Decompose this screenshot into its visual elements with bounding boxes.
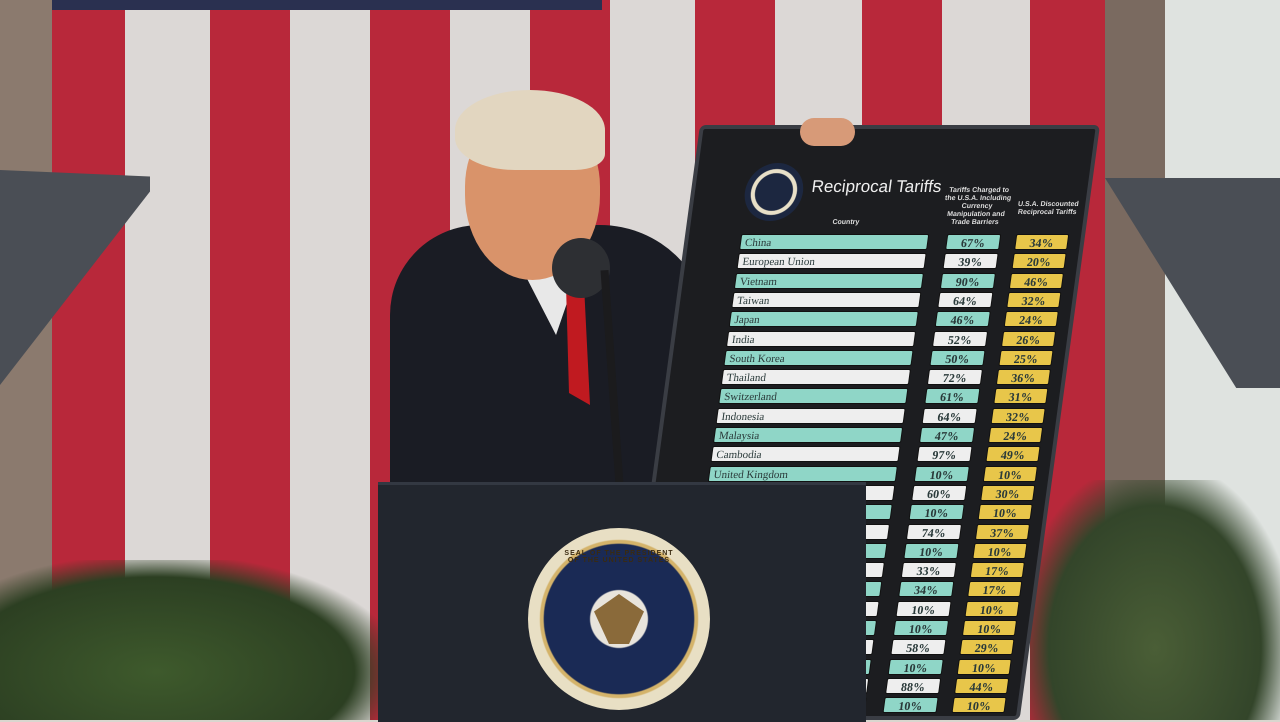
discounted-cell: 32% [1006,291,1062,308]
header-charged: Tariffs Charged to the U.S.A. Including … [944,187,1012,226]
discounted-cell: 10% [961,620,1018,636]
charged-cell: 58% [890,639,947,656]
discounted-cell: 36% [995,369,1051,386]
charged-cell: 34% [898,581,955,598]
lectern: SEAL OF THE PRESIDENT OF THE UNITED STAT… [378,482,866,722]
discounted-cell: 24% [988,427,1044,443]
discounted-cell: 46% [1008,272,1065,289]
discounted-cell: 26% [1001,330,1057,347]
discounted-cell: 44% [954,677,1010,694]
country-cell: European Union [736,253,927,270]
charged-cell: 67% [945,234,1002,250]
charged-cell: 64% [937,291,994,308]
charged-cell: 10% [913,465,970,482]
eagle-icon [594,594,644,644]
discounted-cell: 17% [969,562,1025,579]
speaker-hair [455,90,605,170]
discounted-cell: 29% [959,639,1015,656]
speaker-hand [800,118,855,146]
charged-cell: 10% [887,658,944,675]
country-cell: Malaysia [713,427,904,443]
discounted-cell: 25% [998,349,1054,366]
charged-cell: 50% [929,349,986,366]
charged-cell: 88% [885,677,942,694]
country-cell: Vietnam [733,272,925,289]
charged-cell: 72% [926,369,983,386]
country-cell: Taiwan [731,291,922,308]
discounted-cell: 30% [980,484,1036,501]
board-title: Reciprocal Tariffs [810,177,943,196]
header-discounted: U.S.A. Discounted Reciprocal Tariffs [1017,201,1080,216]
charged-cell: 97% [916,446,973,463]
charged-cell: 10% [895,600,952,617]
country-cell: Thailand [720,369,911,386]
country-cell: India [726,330,917,347]
discounted-cell: 20% [1011,253,1067,270]
discounted-cell: 24% [1003,311,1059,328]
seal-text: SEAL OF THE PRESIDENT OF THE UNITED STAT… [564,550,674,564]
charged-cell: 10% [903,542,960,559]
charged-cell: 46% [934,311,991,328]
charged-cell: 10% [908,504,965,521]
discounted-cell: 17% [967,581,1023,598]
charged-cell: 52% [932,330,989,347]
charged-cell: 10% [892,620,950,636]
country-cell: China [739,234,930,250]
discounted-cell: 34% [1014,234,1070,250]
discounted-cell: 10% [977,504,1033,521]
discounted-cell: 10% [972,542,1028,559]
country-cell: Indonesia [715,407,906,424]
presidential-seal: SEAL OF THE PRESIDENT OF THE UNITED STAT… [528,528,710,710]
charged-cell: 10% [882,697,939,714]
discounted-cell: 10% [956,658,1012,675]
discounted-cell: 32% [990,407,1046,424]
charged-cell: 90% [939,272,997,289]
charged-cell: 61% [924,388,981,405]
header-country: Country [831,219,860,226]
discounted-cell: 10% [951,697,1007,714]
country-cell: Japan [728,311,919,328]
discounted-cell: 10% [982,465,1038,482]
microphone [552,238,610,298]
charged-cell: 74% [905,523,963,540]
discounted-cell: 49% [985,446,1041,463]
charged-cell: 60% [911,484,968,501]
charged-cell: 47% [919,427,976,443]
country-cell: Cambodia [710,446,901,463]
country-cell: South Korea [723,349,914,366]
charged-cell: 33% [900,562,957,579]
discounted-cell: 37% [974,523,1031,540]
charged-cell: 39% [942,253,999,270]
charged-cell: 64% [921,407,978,424]
discounted-cell: 10% [964,600,1020,617]
presidential-seal-small [741,163,807,221]
foliage-right [1030,480,1280,720]
country-cell: United Kingdom [707,465,898,482]
country-cell: Switzerland [718,388,909,405]
discounted-cell: 31% [993,388,1049,405]
foliage-left [0,560,390,720]
